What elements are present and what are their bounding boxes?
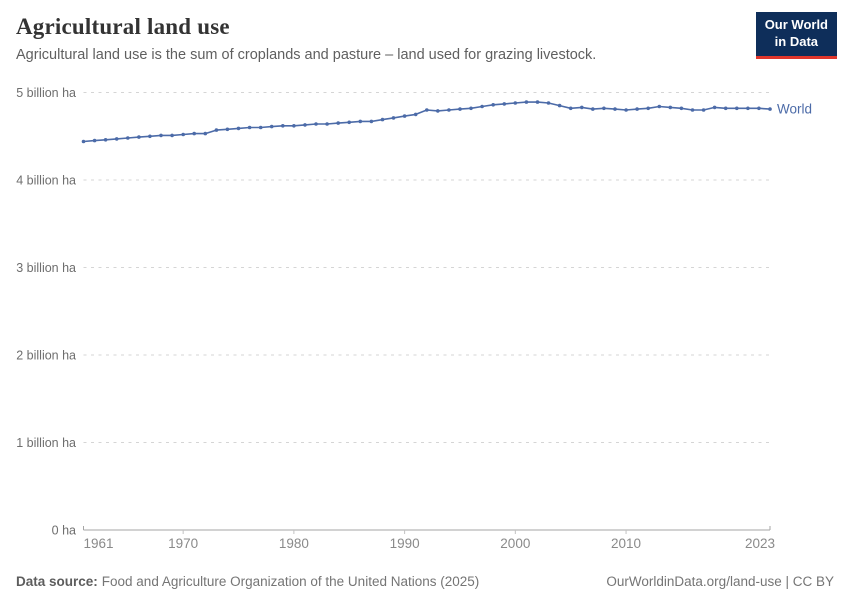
data-point-marker: [413, 112, 418, 117]
data-point-marker: [679, 106, 684, 111]
x-axis-label: 2023: [745, 536, 775, 550]
x-axis-label: 1990: [390, 536, 420, 550]
data-point-marker: [447, 108, 451, 112]
data-point-marker: [624, 108, 628, 112]
data-point-marker: [148, 134, 152, 139]
chart-footer: Data source: Food and Agriculture Organiz…: [16, 574, 834, 589]
data-point-marker: [768, 107, 772, 111]
x-axis-label: 2000: [500, 536, 530, 550]
chart-header: Agricultural land use Agricultural land …: [0, 0, 850, 63]
x-axis-label: 2010: [611, 536, 641, 550]
page-title: Agricultural land use: [16, 14, 230, 39]
data-point-marker: [391, 116, 396, 120]
data-point-marker: [425, 108, 429, 112]
data-point-marker: [557, 103, 562, 108]
data-point-marker: [103, 138, 108, 142]
data-point-marker: [236, 126, 241, 131]
world-line: [83, 101, 771, 143]
data-point-marker: [757, 106, 761, 111]
data-point-marker: [458, 107, 462, 111]
data-point-marker: [281, 124, 285, 128]
y-axis-label: 2 billion ha: [16, 349, 76, 363]
data-point-marker: [480, 104, 484, 109]
data-point-marker: [203, 131, 208, 136]
data-point-marker: [491, 103, 496, 107]
data-point-marker: [690, 108, 695, 112]
data-point-marker: [535, 100, 540, 104]
x-axis-label: 1970: [168, 536, 198, 550]
data-point-marker: [635, 107, 639, 111]
data-point-marker: [646, 106, 650, 111]
data-point-marker: [502, 102, 507, 106]
data-point-marker: [347, 120, 352, 125]
y-axis-label: 5 billion ha: [16, 86, 76, 100]
data-point-marker: [269, 124, 274, 129]
data-point-marker: [701, 108, 706, 112]
data-point-marker: [712, 105, 717, 110]
data-point-marker: [513, 101, 518, 105]
y-axis-label: 4 billion ha: [16, 174, 76, 188]
owid-logo[interactable]: Our World in Data: [755, 12, 837, 59]
data-point-marker: [580, 105, 584, 110]
data-point-marker: [723, 106, 728, 111]
data-point-marker: [258, 125, 263, 130]
series-label-world: World: [777, 102, 812, 117]
data-point-marker: [92, 138, 97, 143]
y-axis-label: 1 billion ha: [16, 436, 76, 450]
owid-link[interactable]: OurWorldinData.org/land-use | CC BY: [606, 574, 834, 589]
data-point-marker: [369, 119, 374, 124]
data-point-marker: [247, 125, 252, 130]
y-axis-label: 0 ha: [52, 524, 76, 538]
data-point-marker: [81, 139, 86, 144]
data-source: Data source: Food and Agriculture Organiz…: [16, 574, 479, 589]
data-point-marker: [358, 119, 363, 124]
data-point-marker: [735, 106, 739, 111]
data-point-marker: [668, 105, 673, 110]
y-axis-label: 3 billion ha: [16, 261, 76, 275]
data-point-marker: [292, 124, 296, 128]
data-point-marker: [657, 104, 662, 109]
data-point-marker: [380, 117, 385, 122]
data-point-marker: [591, 107, 595, 111]
data-point-marker: [546, 101, 551, 105]
data-point-marker: [469, 106, 473, 111]
chart-canvas[interactable]: 0 ha 1 billion ha 2 billion ha 3 billion ha…: [0, 80, 850, 551]
chart-subtitle: Agricultural land use is the sum of crop…: [16, 47, 597, 63]
data-source-text: Food and Agriculture Organization of the…: [101, 574, 480, 589]
data-point-marker: [192, 131, 196, 136]
data-point-marker: [303, 123, 307, 127]
owid-logo-line2: in Data: [774, 33, 819, 49]
data-source-label: Data source:: [16, 574, 98, 589]
data-point-marker: [159, 133, 163, 138]
data-point-marker: [402, 114, 407, 118]
data-point-marker: [137, 135, 141, 139]
data-point-marker: [524, 100, 529, 104]
data-point-marker: [214, 128, 219, 132]
data-point-marker: [602, 106, 606, 111]
owid-logo-line1: Our World: [764, 17, 828, 32]
data-point-marker: [314, 122, 318, 126]
data-point-marker: [746, 106, 750, 111]
data-point-marker: [436, 109, 440, 113]
data-point-marker: [568, 106, 573, 111]
chart-area: 0 ha 1 billion ha 2 billion ha 3 billion ha…: [0, 80, 850, 551]
data-point-marker: [336, 121, 341, 125]
x-axis-label: 1961: [84, 536, 114, 550]
data-point-marker: [114, 137, 119, 141]
data-point-marker: [225, 127, 230, 132]
data-point-marker: [325, 122, 329, 126]
data-point-marker: [181, 132, 185, 137]
data-point-marker: [170, 133, 174, 138]
data-point-marker: [613, 107, 617, 111]
x-axis-label: 1980: [279, 536, 309, 550]
data-point-marker: [126, 136, 130, 140]
